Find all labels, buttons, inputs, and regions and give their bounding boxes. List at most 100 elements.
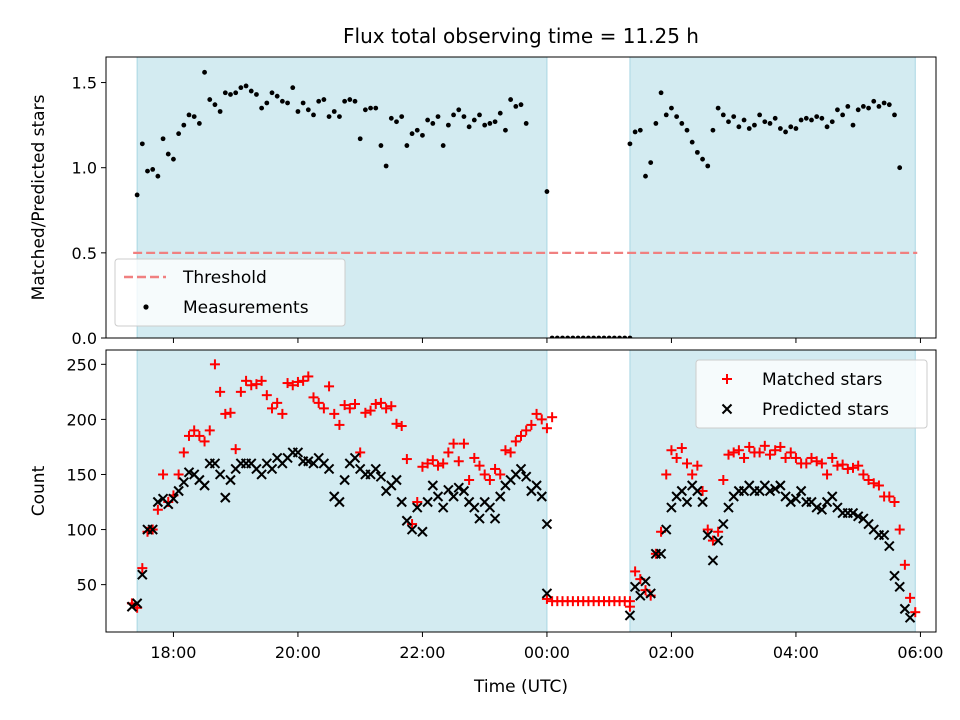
predicted-star-point: [412, 502, 423, 513]
measurement-point: [860, 103, 866, 109]
measurement-point: [627, 141, 633, 147]
matched-star-point: [324, 381, 335, 392]
measurement-point: [643, 173, 648, 179]
matched-star-point: [396, 421, 407, 432]
measurement-point: [606, 335, 612, 338]
measurement-point: [892, 112, 897, 118]
matched-star-point: [220, 408, 231, 419]
matched-star-point: [884, 491, 895, 502]
matched-star-point: [303, 371, 314, 382]
matched-star-point: [422, 458, 433, 469]
matched-star-point: [427, 455, 438, 466]
measurement-point: [580, 335, 586, 338]
measurement-point: [648, 160, 654, 165]
measurement-point: [601, 335, 607, 338]
matched-star-point: [318, 403, 329, 414]
y-tick-label: 0.5: [72, 244, 97, 263]
measurement-point: [222, 90, 228, 96]
predicted-star-point: [661, 524, 672, 535]
matched-star-point: [484, 474, 495, 485]
predicted-star-point: [531, 480, 542, 491]
predicted-star-point: [536, 491, 547, 502]
measurement-point: [726, 119, 731, 125]
matched-star-point: [505, 447, 516, 458]
measurement-point: [845, 103, 851, 109]
predicted-star-point: [718, 518, 729, 530]
measurement-point: [451, 112, 456, 118]
matched-star-point: [899, 559, 910, 570]
measurement-point: [471, 117, 477, 123]
measurement-point: [684, 127, 690, 133]
measurement-point: [466, 124, 472, 130]
predicted-star-point: [323, 463, 335, 475]
measurement-point: [586, 335, 591, 338]
matched-star-point: [199, 436, 210, 447]
predicted-star-point: [137, 569, 148, 580]
matched-star-point: [453, 456, 464, 467]
measurement-point: [373, 105, 379, 111]
matched-star-point: [692, 460, 703, 471]
matched-star-point: [334, 419, 345, 430]
predicted-star-point: [406, 524, 418, 535]
measurement-point: [809, 117, 814, 123]
measurement-point: [720, 112, 726, 118]
matched-star-point: [464, 474, 475, 485]
predicted-star-point: [432, 491, 444, 502]
measurement-point: [819, 115, 825, 121]
measurement-point: [575, 335, 581, 338]
predicted-star-point: [375, 471, 387, 482]
observing-window-2: [629, 57, 916, 338]
measurement-point: [798, 117, 804, 123]
matched-star-point: [308, 392, 319, 403]
measurement-point: [829, 119, 835, 125]
x-tick-label: 06:00: [897, 643, 943, 662]
measurement-point: [316, 98, 322, 104]
measurement-point: [492, 119, 498, 125]
measurement-point: [165, 151, 171, 157]
matched-star-point: [287, 380, 298, 391]
predicted-star-point: [339, 474, 350, 486]
predicted-star-point: [225, 474, 236, 486]
legend-matched-label: Matched stars: [762, 370, 882, 390]
measurement-point: [840, 112, 846, 118]
matched-star-point: [433, 460, 443, 471]
measurement-point: [248, 88, 254, 94]
measurement-point: [217, 109, 223, 114]
measurement-point: [337, 114, 342, 120]
predicted-star-point: [173, 485, 184, 497]
bottom-panel: 50 100 150 200 250 18:00 20:00 22:00 00:00 02:00…: [29, 349, 943, 662]
measurement-point: [689, 139, 695, 145]
measurement-point: [456, 107, 462, 113]
matched-star-point: [267, 403, 277, 414]
predicted-star-point: [878, 529, 890, 541]
predicted-star-point: [515, 463, 527, 475]
measurement-point: [570, 335, 576, 338]
measurement-point: [663, 112, 669, 118]
predicted-star-point: [681, 496, 693, 508]
measurement-point: [207, 97, 213, 102]
predicted-star-point: [220, 492, 231, 503]
matched-star-point: [516, 430, 526, 441]
predicted-star-point: [209, 458, 221, 469]
predicted-star-point: [334, 496, 345, 508]
predicted-star-point: [629, 581, 641, 593]
matched-star-point: [355, 447, 366, 458]
measurement-point: [653, 121, 659, 126]
matched-star-point: [235, 386, 246, 397]
matched-star-point: [215, 386, 226, 397]
predicted-star-point: [349, 452, 361, 464]
matched-star-point: [547, 412, 558, 423]
measurement-point: [835, 107, 840, 113]
matched-star-point: [666, 445, 677, 456]
matched-star-point: [905, 592, 916, 603]
measurement-point: [871, 98, 877, 104]
measurement-point: [414, 127, 420, 133]
observing-window-1: [137, 350, 547, 632]
measurement-point: [700, 156, 705, 162]
predicted-star-point: [495, 491, 506, 502]
measurement-point: [191, 114, 197, 120]
matched-star-point: [350, 398, 360, 409]
matched-star-point: [458, 438, 469, 449]
matched-star-point: [806, 452, 817, 463]
